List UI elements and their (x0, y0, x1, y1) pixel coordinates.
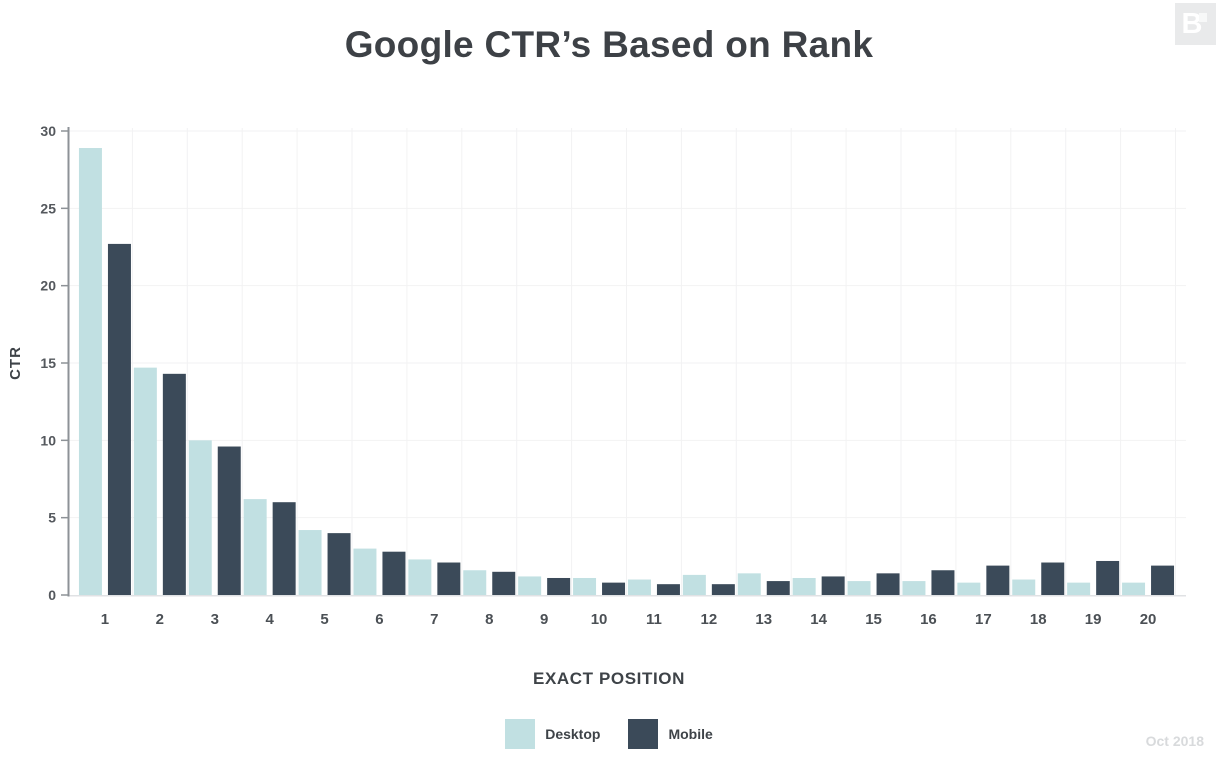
x-tick-label: 13 (755, 611, 772, 628)
bar-mobile-20 (1151, 565, 1175, 595)
x-tick-label: 7 (430, 611, 438, 628)
bar-desktop-16 (902, 581, 926, 595)
x-tick-label: 5 (320, 611, 328, 628)
logo-notch (1199, 13, 1207, 22)
bar-desktop-20 (1122, 582, 1146, 595)
bar-mobile-18 (1041, 562, 1065, 595)
brand-logo-letter: B (1181, 7, 1203, 40)
y-tick-label: 30 (40, 123, 56, 139)
chart-title: Google CTR’s Based on Rank (344, 24, 874, 65)
y-tick-label: 0 (48, 587, 56, 603)
bar-mobile-7 (437, 562, 461, 595)
bar-mobile-11 (656, 584, 680, 595)
bar-desktop-10 (573, 577, 597, 595)
x-tick-label: 8 (485, 611, 493, 628)
bar-mobile-4 (272, 502, 296, 595)
x-tick-label: 15 (865, 611, 882, 628)
bar-desktop-4 (243, 499, 267, 595)
bar-mobile-9 (547, 577, 571, 595)
x-tick-label: 4 (265, 611, 274, 628)
y-tick-label: 5 (48, 510, 56, 526)
bar-desktop-19 (1067, 582, 1091, 595)
x-tick-label: 1 (101, 611, 109, 628)
y-axis-title: CTR (7, 346, 24, 380)
bar-mobile-14 (821, 576, 845, 595)
bar-mobile-3 (217, 446, 241, 595)
bar-mobile-5 (327, 533, 351, 595)
x-tick-label: 20 (1140, 611, 1157, 628)
legend-swatch-desktop (505, 719, 536, 749)
bar-mobile-2 (162, 373, 186, 595)
bar-mobile-19 (1096, 560, 1120, 595)
x-tick-label: 19 (1085, 611, 1102, 628)
bar-desktop-18 (1012, 579, 1036, 595)
x-tick-label: 11 (646, 611, 662, 628)
bar-desktop-15 (847, 581, 871, 595)
legend-swatch-mobile (628, 719, 659, 749)
bar-mobile-15 (876, 573, 900, 595)
bar-desktop-8 (463, 570, 487, 595)
bar-desktop-11 (627, 579, 651, 595)
bar-mobile-17 (986, 565, 1010, 595)
y-tick-label: 20 (40, 278, 56, 294)
x-tick-label: 14 (810, 611, 827, 628)
x-tick-label: 12 (701, 611, 718, 628)
bar-mobile-8 (492, 571, 516, 595)
bar-mobile-13 (766, 581, 790, 595)
x-tick-label: 18 (1030, 611, 1047, 628)
y-tick-label: 25 (40, 200, 56, 216)
bar-mobile-6 (382, 551, 406, 595)
legend-item-mobile: Mobile (628, 719, 713, 749)
legend-label-desktop: Desktop (545, 726, 601, 742)
bar-desktop-1 (78, 148, 102, 595)
x-tick-label: 6 (375, 611, 383, 628)
x-tick-label: 9 (540, 611, 548, 628)
bar-desktop-9 (518, 576, 542, 595)
x-tick-label: 2 (156, 611, 164, 628)
legend: Desktop Mobile (0, 719, 1218, 749)
bar-desktop-7 (408, 559, 432, 595)
bar-desktop-12 (682, 574, 706, 595)
x-tick-label: 16 (920, 611, 937, 628)
bar-mobile-16 (931, 570, 955, 595)
x-tick-label: 17 (975, 611, 992, 628)
x-tick-label: 10 (591, 611, 608, 628)
legend-item-desktop: Desktop (505, 719, 600, 749)
brand-logo: B (1175, 3, 1216, 45)
bar-mobile-1 (107, 243, 131, 595)
chart-date: Oct 2018 (1145, 733, 1204, 749)
bar-desktop-17 (957, 582, 981, 595)
bar-mobile-10 (602, 582, 626, 595)
bar-desktop-5 (298, 530, 322, 595)
x-tick-label: 3 (211, 611, 219, 628)
x-axis-title: EXACT POSITION (533, 669, 685, 688)
y-tick-label: 10 (40, 432, 56, 448)
bar-desktop-14 (792, 577, 816, 595)
legend-label-mobile: Mobile (668, 726, 713, 742)
bar-desktop-13 (737, 573, 761, 595)
bar-desktop-2 (133, 367, 157, 595)
bar-desktop-6 (353, 548, 377, 595)
bar-mobile-12 (711, 584, 735, 595)
y-tick-label: 15 (40, 355, 56, 371)
bar-desktop-3 (188, 440, 212, 595)
